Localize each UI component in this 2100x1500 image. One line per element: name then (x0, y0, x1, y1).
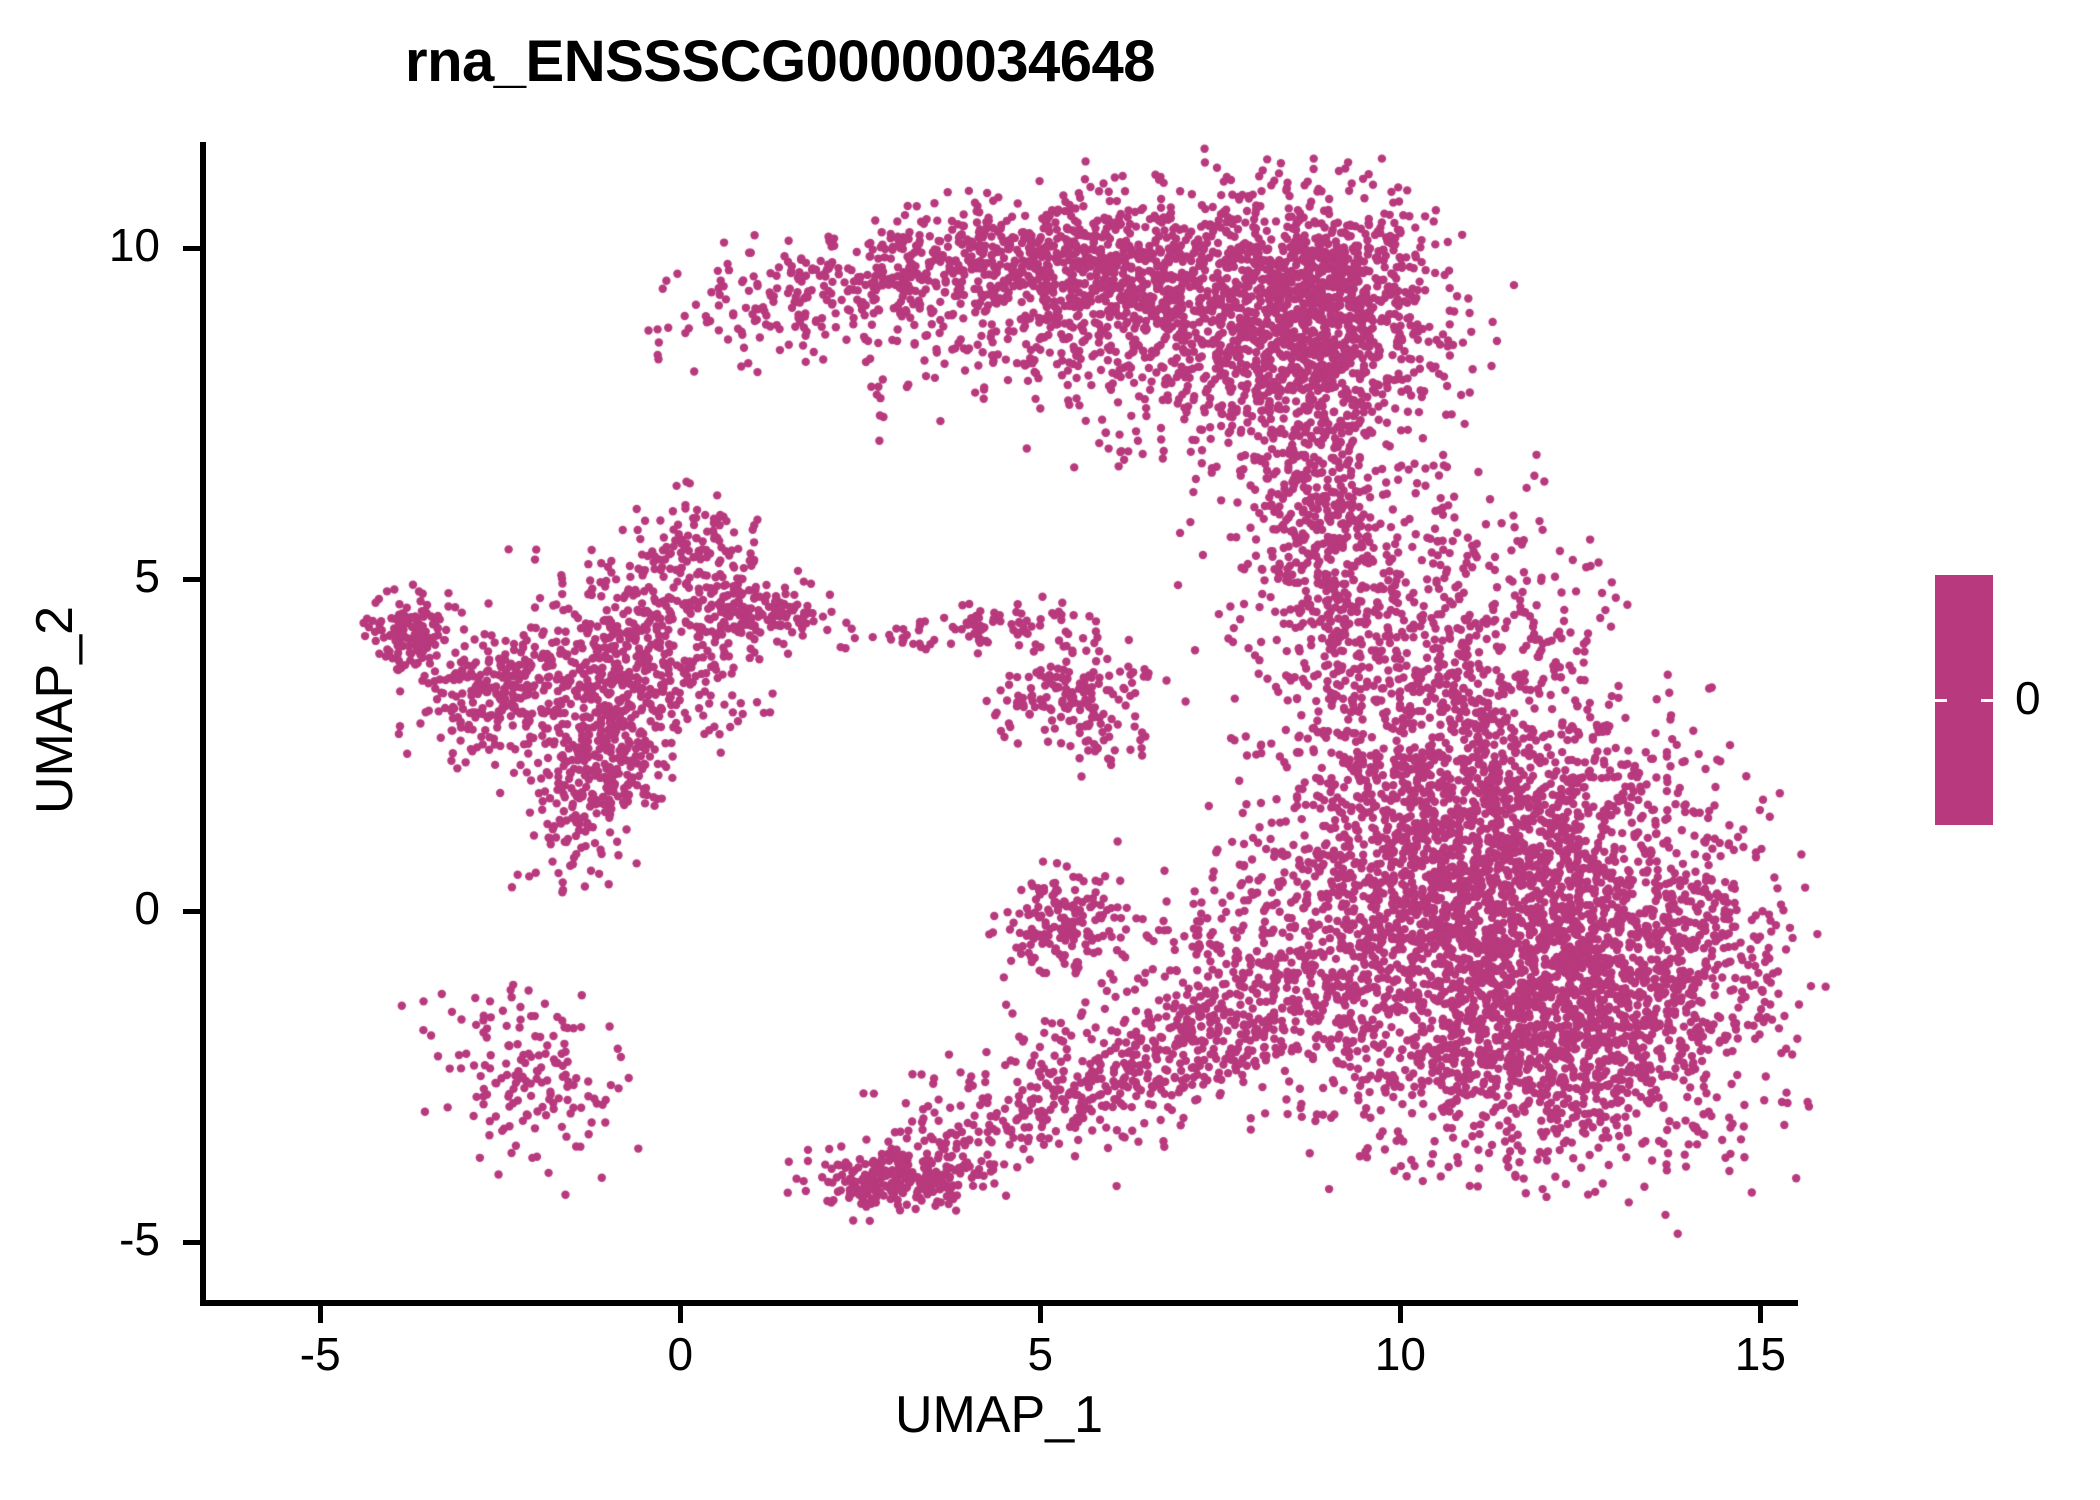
x-tick-mark (678, 1306, 684, 1323)
plot-panel (205, 142, 1890, 1302)
page-title: rna_ENSSSCG00000034648 (405, 29, 1155, 94)
color-legend: 0 (1935, 575, 2085, 935)
y-tick-label: 0 (134, 881, 160, 934)
x-tick-label: 15 (1734, 1328, 1786, 1380)
x-tick-label: 5 (1027, 1328, 1054, 1380)
y-tick-mark (183, 577, 200, 583)
x-tick-mark (1398, 1306, 1404, 1323)
x-tick-mark (1758, 1306, 1764, 1323)
colorbar-tick-label: 0 (2015, 672, 2041, 724)
y-axis-label: UMAP_2 (26, 605, 84, 815)
x-tick-label: 10 (1374, 1328, 1426, 1380)
x-tick-label: 0 (667, 1328, 694, 1380)
x-axis-line (200, 1300, 1798, 1306)
y-axis-line (200, 142, 206, 1304)
x-axis-label: UMAP_1 (894, 1386, 1104, 1444)
scatter-points-layer (205, 142, 1890, 1302)
y-tick-mark (183, 908, 200, 914)
y-tick-label: 10 (108, 219, 160, 272)
y-tick-label: -5 (119, 1213, 160, 1266)
x-tick-label: -5 (299, 1328, 341, 1380)
colorbar-tick-left (1935, 699, 1947, 702)
y-tick-label: 5 (134, 550, 160, 603)
y-tick-mark (183, 246, 200, 252)
x-tick-mark (318, 1306, 324, 1323)
colorbar-tick-right (1981, 699, 1993, 702)
y-tick-mark (183, 1240, 200, 1246)
x-tick-mark (1038, 1306, 1044, 1323)
